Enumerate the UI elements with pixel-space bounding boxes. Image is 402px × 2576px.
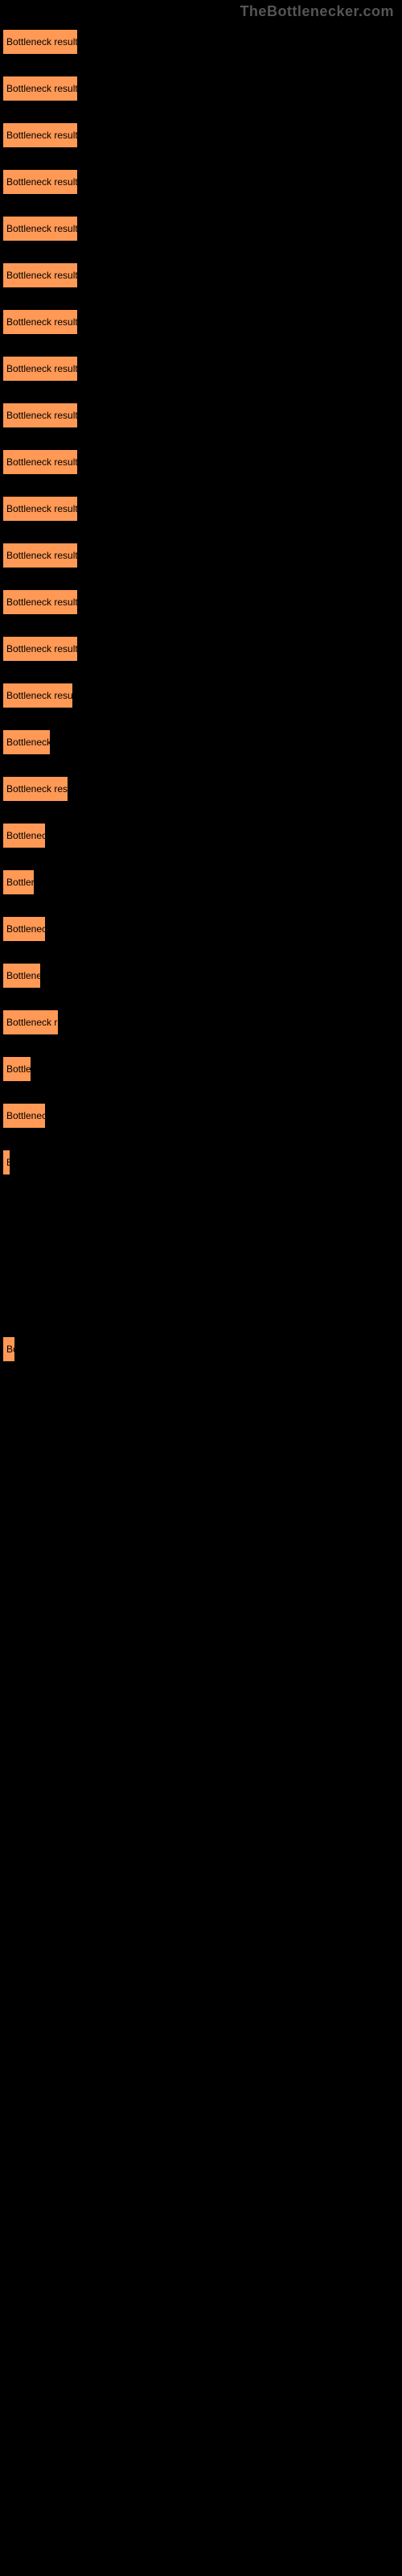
bar-row: Bottleneck result (0, 116, 402, 163)
bar: Bottlenec (2, 823, 46, 848)
bar-row: Bottler (0, 863, 402, 910)
bar-row: Bottleneck result (0, 489, 402, 536)
bar: Bottleneck result (2, 262, 78, 288)
bar: Bottleneck result (2, 449, 78, 475)
bar: Bottleneck result (2, 309, 78, 335)
bar-row: Bottleneck (0, 723, 402, 770)
bar-row: Bottlenec (0, 1096, 402, 1143)
bar-row: B (0, 1143, 402, 1190)
bar: Bottlenec (2, 916, 46, 942)
bar-row: Bottleneck r (0, 1003, 402, 1050)
bar: Bottleneck result (2, 543, 78, 568)
bar-row: Bottlenec (0, 910, 402, 956)
bar: Bottlene (2, 963, 41, 989)
bar-row: Bottleneck result (0, 303, 402, 349)
bar-row: Bottleneck result (0, 536, 402, 583)
bar-row: Bottlene (0, 956, 402, 1003)
bar: Bottleneck result (2, 402, 78, 428)
bar-row (0, 1190, 402, 1236)
bar-row: Bottleneck result (0, 209, 402, 256)
bar: B (2, 1150, 10, 1175)
bar-row: Bottleneck result (0, 443, 402, 489)
bar-row: Bottleneck result (0, 349, 402, 396)
bar-row: Bottleneck result (0, 23, 402, 69)
bar: Bo (2, 1336, 15, 1362)
bar-row: Bottleneck resu (0, 676, 402, 723)
bar-row: Bottleneck res (0, 770, 402, 816)
bar: Bottleneck result (2, 496, 78, 522)
bar-row: Bottlenec (0, 816, 402, 863)
bar: Bottleneck r (2, 1009, 59, 1035)
bar: Bottleneck res (2, 776, 68, 802)
bar: Bottleneck result (2, 169, 78, 195)
bar: Bottleneck resu (2, 683, 73, 708)
bar-row: Bo (0, 1330, 402, 1377)
bar-row: Bottle (0, 1050, 402, 1096)
bar-row: Bottleneck result (0, 396, 402, 443)
bar-row: Bottleneck result (0, 163, 402, 209)
bar: Bottleneck result (2, 589, 78, 615)
bar-row: Bottleneck result (0, 69, 402, 116)
bar-row: Bottleneck result (0, 630, 402, 676)
bar-row: Bottleneck result (0, 583, 402, 630)
bar: Bottleneck result (2, 216, 78, 242)
bar: Bottlenec (2, 1103, 46, 1129)
bar: Bottleneck (2, 729, 51, 755)
bar: Bottle (2, 1056, 31, 1082)
bar-row (0, 1236, 402, 1283)
bar: Bottleneck result (2, 76, 78, 101)
bar: Bottleneck result (2, 122, 78, 148)
bar: Bottleneck result (2, 636, 78, 662)
bar-row (0, 1283, 402, 1330)
bar: Bottler (2, 869, 35, 895)
bar-chart: Bottleneck result Bottleneck result Bottle… (0, 0, 402, 1538)
bar: Bottleneck result (2, 356, 78, 382)
bar: Bottleneck result (2, 29, 78, 55)
bar-row: Bottleneck result (0, 256, 402, 303)
